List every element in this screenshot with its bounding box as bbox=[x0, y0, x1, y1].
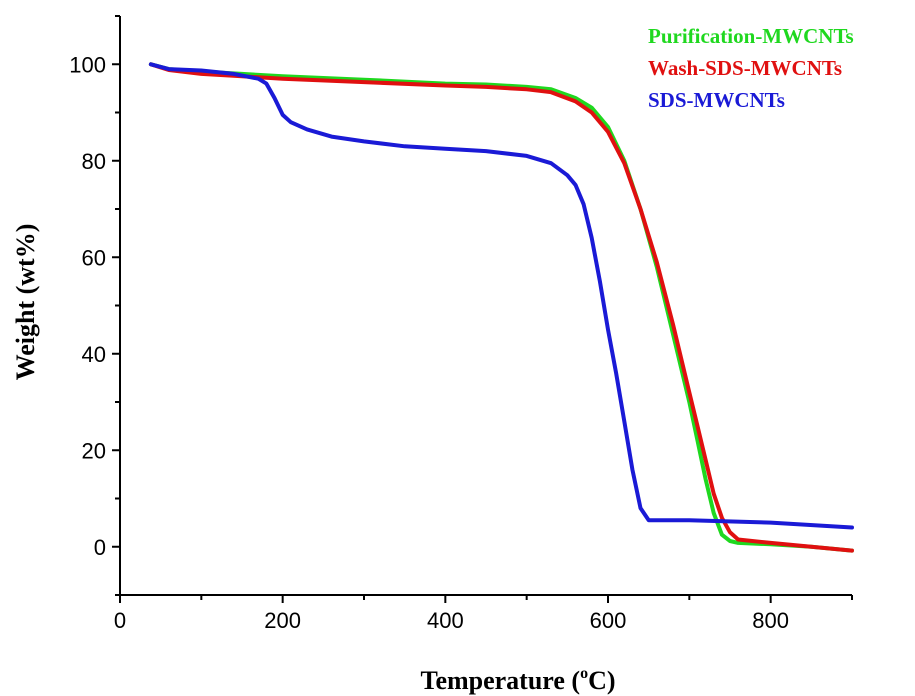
x-axis-title-tail: C) bbox=[588, 666, 615, 695]
legend-entry-3: SDS-MWCNTs bbox=[648, 88, 785, 112]
y-tick-label: 20 bbox=[82, 438, 106, 463]
x-axis-ticks: 0 200 400 600 800 bbox=[114, 595, 853, 633]
x-axis-title: Temperature (oC) bbox=[420, 665, 615, 695]
legend: Purification-MWCNTs Wash-SDS-MWCNTs SDS-MW… bbox=[648, 24, 854, 112]
x-tick-label: 600 bbox=[590, 608, 627, 633]
series-line-3 bbox=[148, 62, 854, 530]
y-tick-label: 100 bbox=[69, 52, 106, 77]
x-tick-label: 800 bbox=[752, 608, 789, 633]
series-lines bbox=[148, 62, 854, 553]
y-tick-label: 0 bbox=[94, 535, 106, 560]
y-tick-label: 40 bbox=[82, 342, 106, 367]
y-tick-label: 80 bbox=[82, 149, 106, 174]
series-line-1 bbox=[148, 62, 854, 553]
series-line-2 bbox=[148, 62, 854, 553]
legend-entry-2: Wash-SDS-MWCNTs bbox=[648, 56, 842, 80]
x-tick-label: 0 bbox=[114, 608, 126, 633]
y-tick-label: 60 bbox=[82, 245, 106, 270]
legend-entry-1: Purification-MWCNTs bbox=[648, 24, 854, 48]
y-axis-title: Weight (wt%) bbox=[11, 224, 40, 381]
x-axis-title-main: Temperature ( bbox=[420, 666, 580, 695]
x-tick-label: 200 bbox=[264, 608, 301, 633]
x-axis-title-sup: o bbox=[580, 665, 588, 682]
y-axis-ticks: 0 20 40 60 80 100 bbox=[69, 15, 120, 596]
x-tick-label: 400 bbox=[427, 608, 464, 633]
